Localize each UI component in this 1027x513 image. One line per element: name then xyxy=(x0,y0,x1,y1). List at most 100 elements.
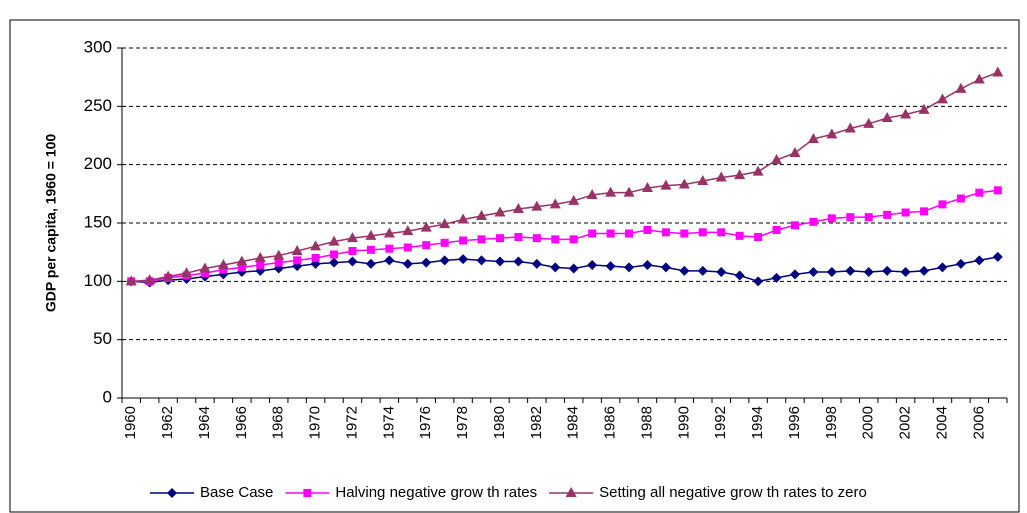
data-point xyxy=(881,112,893,122)
data-point xyxy=(512,203,524,213)
data-point xyxy=(383,227,395,238)
data-point xyxy=(919,265,930,276)
data-point xyxy=(495,234,504,243)
data-point xyxy=(403,243,412,252)
data-point xyxy=(293,256,302,265)
data-point xyxy=(938,200,947,209)
legend-label: Setting all negative grow th rates to ze… xyxy=(599,484,867,501)
x-tick-label: 2002 xyxy=(897,406,914,439)
data-point xyxy=(402,225,414,236)
data-point xyxy=(551,235,560,244)
data-point xyxy=(385,244,394,253)
x-tick-label: 1978 xyxy=(454,406,471,439)
data-point xyxy=(901,208,910,217)
data-point xyxy=(586,189,598,199)
x-tick-label: 1980 xyxy=(491,406,508,439)
data-point xyxy=(568,263,579,274)
y-tick-label: 200 xyxy=(84,154,112,173)
data-point xyxy=(328,235,340,246)
x-tick-label: 2000 xyxy=(860,406,877,439)
x-tick-label: 1972 xyxy=(343,406,360,439)
series-line xyxy=(131,71,999,283)
data-point xyxy=(882,265,893,276)
data-point xyxy=(734,270,745,281)
data-point xyxy=(422,241,431,250)
data-point xyxy=(771,272,782,283)
x-tick-label: 1988 xyxy=(638,406,655,439)
legend-marker xyxy=(167,488,177,498)
data-point xyxy=(237,263,246,272)
data-point xyxy=(697,175,709,185)
data-point xyxy=(826,267,837,277)
y-tick-label: 100 xyxy=(84,271,112,290)
data-point xyxy=(365,258,376,269)
legend-label: Halving negative grow th rates xyxy=(335,484,537,501)
data-point xyxy=(569,235,578,244)
data-point xyxy=(291,245,303,255)
data-point xyxy=(531,258,542,269)
x-tick-label: 1996 xyxy=(786,406,803,439)
y-axis-label: GDP per capita, 1960 = 100 xyxy=(43,134,59,313)
data-point xyxy=(717,228,726,237)
data-point xyxy=(809,217,818,226)
data-point xyxy=(514,233,523,241)
data-point xyxy=(790,221,799,230)
data-point xyxy=(883,210,892,219)
data-point xyxy=(549,198,561,209)
data-point xyxy=(698,228,707,237)
data-point xyxy=(844,122,856,133)
data-point xyxy=(531,200,543,211)
data-point xyxy=(550,262,561,273)
data-point xyxy=(494,256,505,267)
data-point xyxy=(440,238,449,247)
data-point xyxy=(956,194,965,203)
x-tick-label: 2006 xyxy=(970,406,987,439)
data-point xyxy=(864,213,873,222)
data-point xyxy=(254,252,266,262)
data-point xyxy=(588,229,597,238)
legend-label: Base Case xyxy=(200,484,273,501)
x-tick-label: 1966 xyxy=(233,406,250,439)
data-point xyxy=(311,254,320,262)
data-point xyxy=(348,247,357,255)
data-point xyxy=(162,270,174,281)
x-tick-label: 1964 xyxy=(196,406,213,439)
data-point xyxy=(752,165,764,176)
data-point xyxy=(181,267,193,278)
x-tick-label: 1962 xyxy=(159,406,176,439)
data-point xyxy=(643,226,652,234)
x-tick-label: 1992 xyxy=(712,406,729,439)
data-point xyxy=(993,186,1002,195)
data-point xyxy=(679,265,690,276)
data-point xyxy=(476,255,487,266)
data-point xyxy=(459,236,468,245)
x-tick-label: 1968 xyxy=(270,406,287,439)
x-tick-label: 1994 xyxy=(749,406,766,439)
data-point xyxy=(605,261,616,272)
data-point xyxy=(808,267,819,277)
data-point xyxy=(846,213,855,222)
data-point xyxy=(366,245,375,254)
data-point xyxy=(457,213,469,224)
y-tick-label: 50 xyxy=(93,329,112,348)
data-point xyxy=(754,233,763,241)
y-tick-label: 250 xyxy=(84,96,112,115)
data-point xyxy=(513,256,524,267)
data-point xyxy=(753,276,764,287)
data-point xyxy=(494,206,506,217)
data-point xyxy=(420,221,432,232)
data-point xyxy=(863,117,875,128)
x-tick-label: 1986 xyxy=(602,406,619,439)
data-point xyxy=(642,260,653,270)
data-point xyxy=(310,240,322,251)
data-point xyxy=(402,258,413,269)
x-tick-label: 1984 xyxy=(565,406,582,439)
data-point xyxy=(329,257,340,268)
data-point xyxy=(920,207,929,216)
data-point xyxy=(236,255,248,266)
data-point xyxy=(734,169,746,180)
data-point xyxy=(973,73,985,84)
y-tick-label: 150 xyxy=(84,212,112,231)
data-point xyxy=(975,188,984,197)
data-point xyxy=(458,254,469,265)
